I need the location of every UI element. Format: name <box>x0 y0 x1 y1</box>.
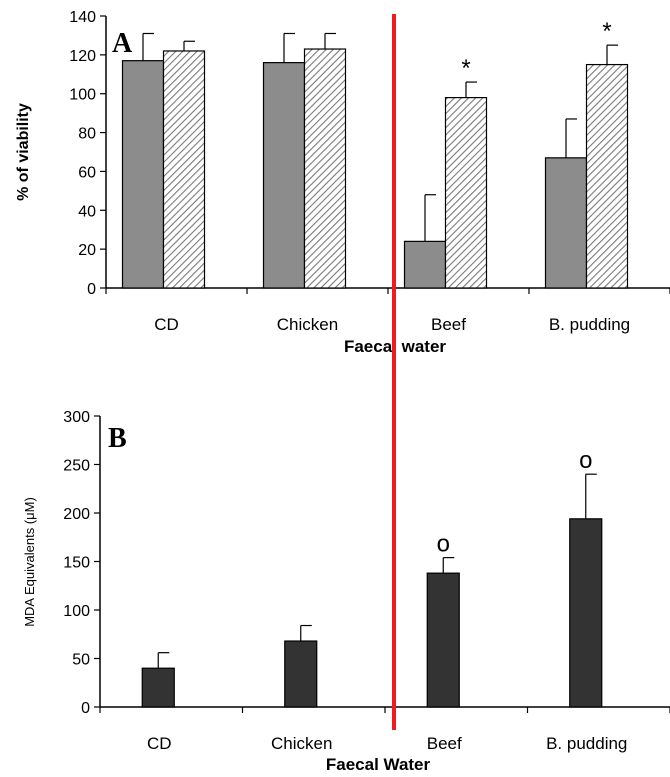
category-label: Beef <box>427 734 462 753</box>
bar-beef-s0 <box>403 240 447 289</box>
y-tick-label: 300 <box>63 409 90 426</box>
chart-b-xlabel: Faecal Water <box>326 755 431 774</box>
chart-b-ylabel: MDA Equivalents (μM) <box>22 497 37 627</box>
category-label: B. pudding <box>549 315 630 334</box>
bar-chicken-s1 <box>303 48 347 289</box>
bar-cd-s0 <box>121 60 165 289</box>
bar-chicken-s0 <box>262 62 306 289</box>
significance-marker: * <box>602 18 611 45</box>
y-tick-label: 20 <box>78 242 96 259</box>
y-tick-label: 200 <box>63 506 90 523</box>
y-tick-label: 140 <box>69 9 96 26</box>
significance-marker: * <box>461 55 470 82</box>
y-tick-label: 50 <box>72 652 90 669</box>
bar-b-pudding-s0 <box>569 518 603 708</box>
chart-b-categories: CD Chicken Beef B. pudding <box>147 734 627 753</box>
chart-a-ticks: 0 20 40 60 80 100 120 140 <box>69 9 670 298</box>
chart-b-ticks: 0 50 100 150 200 250 300 <box>63 409 670 717</box>
y-tick-label: 250 <box>63 458 90 475</box>
y-tick-label: 40 <box>78 203 96 220</box>
y-tick-label: 120 <box>69 48 96 65</box>
panel-label-a: A <box>112 28 133 59</box>
category-label: CD <box>147 734 172 753</box>
chart-a-bars: ** <box>121 18 629 289</box>
bar-cd-s1 <box>162 50 206 289</box>
category-label: Chicken <box>277 315 338 334</box>
y-tick-label: 0 <box>87 281 96 298</box>
bar-b-pudding-s0 <box>544 157 588 289</box>
chart-b-bars: oo <box>141 447 603 708</box>
category-label: Chicken <box>271 734 332 753</box>
significance-marker: o <box>579 447 592 474</box>
chart-a-categories: CD Chicken Beef B. pudding <box>154 315 630 334</box>
y-tick-label: 150 <box>63 555 90 572</box>
bar-beef-s0 <box>426 572 460 708</box>
significance-marker: o <box>437 531 450 558</box>
y-tick-label: 80 <box>78 126 96 143</box>
bar-beef-s1 <box>444 96 488 289</box>
y-tick-label: 0 <box>81 700 90 717</box>
category-label: B. pudding <box>546 734 627 753</box>
y-tick-label: 60 <box>78 164 96 181</box>
y-tick-label: 100 <box>63 603 90 620</box>
category-label: CD <box>154 315 179 334</box>
panel-label-b: B <box>108 423 127 454</box>
bar-b-pudding-s1 <box>585 63 629 289</box>
category-label: Beef <box>431 315 466 334</box>
y-tick-label: 100 <box>69 87 96 104</box>
bar-chicken-s0 <box>284 640 318 708</box>
bar-cd-s0 <box>141 667 175 708</box>
chart-a-ylabel: % of viability <box>15 103 32 201</box>
